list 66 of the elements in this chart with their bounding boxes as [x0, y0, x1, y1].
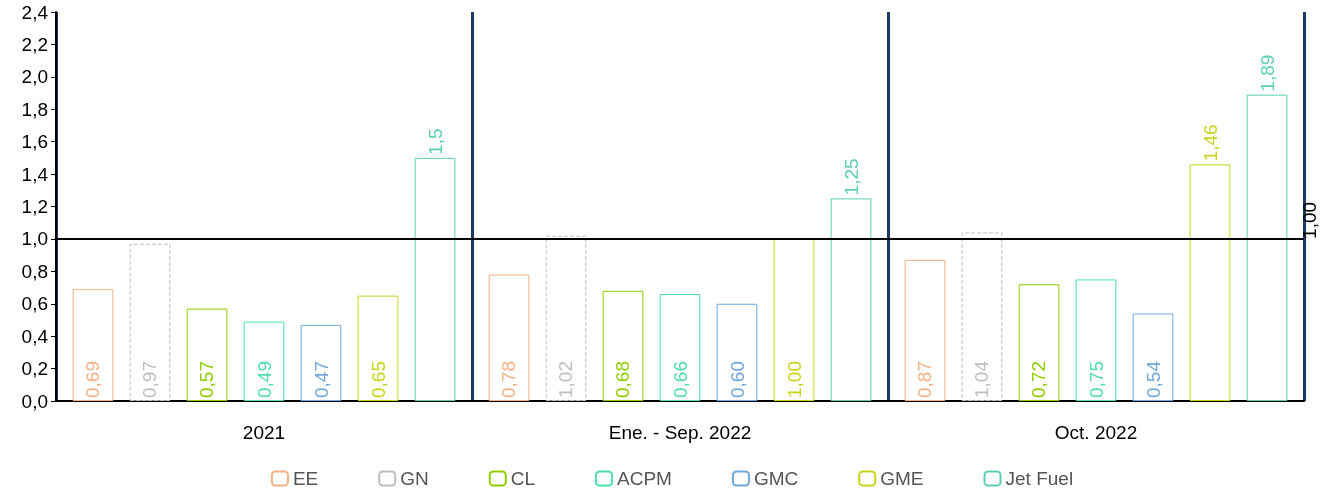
data-label: 0,60	[726, 361, 748, 398]
bar	[1189, 164, 1231, 401]
bar	[414, 157, 456, 401]
data-label: 0,49	[253, 361, 275, 398]
y-tick-label: 0,0	[21, 390, 48, 412]
legend-label: CL	[510, 468, 536, 489]
bar	[1132, 313, 1174, 401]
bar	[186, 308, 228, 401]
data-label: 0,87	[914, 361, 936, 398]
bar	[72, 289, 114, 401]
y-tick-label: 1,6	[21, 131, 48, 153]
data-label: 0,97	[139, 361, 161, 398]
bar	[1075, 279, 1117, 401]
data-label: 0,66	[669, 361, 691, 398]
data-label: 1,89	[1256, 54, 1278, 92]
y-tick-label: 1,0	[21, 228, 48, 250]
bar	[602, 290, 644, 401]
data-label: 1,5	[424, 128, 446, 155]
data-label: 0,57	[196, 361, 218, 398]
bar	[300, 324, 342, 401]
bar	[545, 235, 587, 401]
bar	[961, 232, 1003, 401]
data-label: 1,25	[840, 158, 862, 196]
y-tick-label: 0,8	[21, 260, 48, 282]
y-tick-label: 0,6	[21, 293, 48, 315]
legend-label: EE	[292, 468, 319, 489]
y-tick-label: 0,2	[21, 358, 48, 380]
data-label: 0,65	[367, 361, 389, 398]
data-label: 0,47	[310, 361, 332, 398]
bar	[773, 238, 815, 401]
data-label: 1,00	[783, 361, 805, 398]
bar	[129, 243, 171, 401]
y-tick-label: 2,0	[21, 66, 48, 88]
data-label: 0,69	[82, 361, 104, 398]
bar	[830, 198, 872, 401]
data-label: 1,04	[971, 360, 993, 398]
data-label: 0,54	[1142, 360, 1164, 398]
data-label: 0,78	[498, 361, 520, 398]
legend-label: GMC	[753, 468, 799, 489]
data-label: 1,02	[555, 361, 577, 398]
y-tick-label: 1,4	[21, 163, 49, 185]
data-label: 0,72	[1028, 361, 1050, 398]
bar	[488, 274, 530, 401]
bar	[1246, 94, 1288, 401]
y-tick-label: 1,2	[21, 196, 48, 217]
bar	[357, 295, 399, 401]
legend-label: Jet Fuel	[1005, 468, 1074, 489]
x-tick-label: Oct. 2022	[1054, 422, 1138, 443]
x-tick-label: Ene. - Sep. 2022	[608, 422, 752, 443]
legend-label: GME	[880, 468, 924, 489]
bar	[1018, 284, 1060, 401]
data-label: 0,68	[612, 361, 634, 398]
y-tick-label: 1,8	[21, 98, 48, 120]
ref-line-label: 1,00	[1298, 201, 1320, 239]
y-tick-label: 2,2	[21, 33, 48, 55]
data-label: 0,75	[1085, 361, 1107, 398]
legend-label: GN	[400, 468, 429, 489]
data-label: 1,46	[1199, 124, 1221, 162]
x-tick-label: 2021	[242, 422, 286, 443]
bar	[243, 321, 285, 401]
bar	[904, 259, 946, 401]
bar	[659, 294, 701, 401]
y-tick-label: 2,4	[21, 1, 49, 23]
legend-label: ACPM	[617, 468, 672, 489]
y-tick-label: 0,4	[21, 325, 49, 347]
bar	[716, 303, 758, 401]
